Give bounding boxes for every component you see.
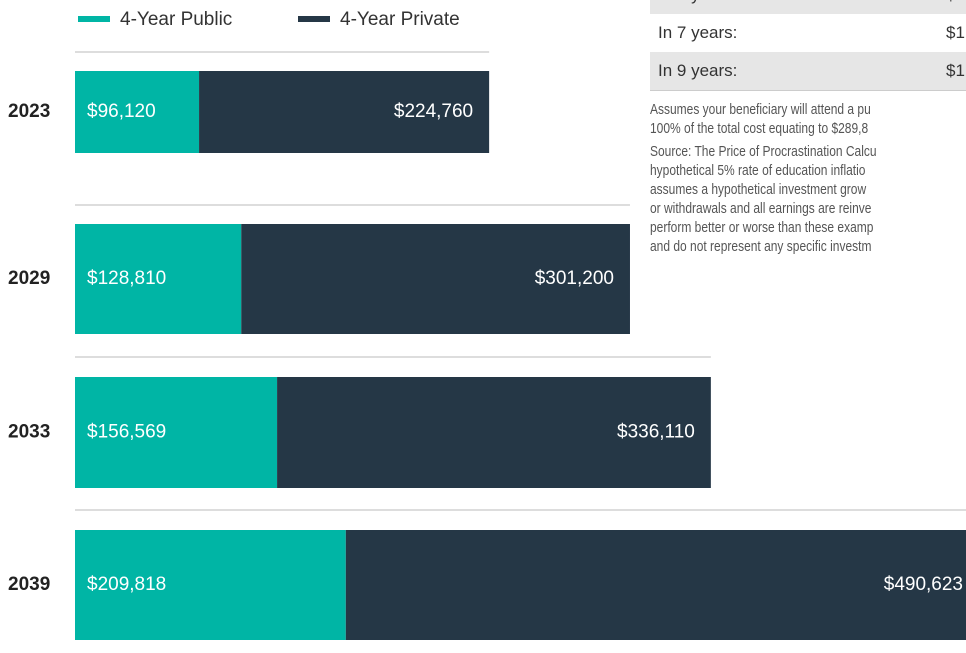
legend-label: 4-Year Public [120,9,232,30]
category-label: 2039 [8,574,50,595]
note-line: Assumes your beneficiary will attend a p… [650,101,871,118]
value-label: $336,110 [617,422,695,443]
value-label: $156,569 [87,422,166,443]
row-label: In 7 years: [658,23,738,42]
note-paragraph: Source: The Price of Procrastination Cal… [650,142,966,256]
bar-segment [345,530,966,640]
note-line: or withdrawals and all earnings are rein… [650,200,872,217]
row-value: $1 [946,23,965,42]
legend-swatch [78,16,110,22]
row-label: In 9 years: [658,61,738,80]
notes: Assumes your beneficiary will attend a p… [650,100,966,260]
note-paragraph: Assumes your beneficiary will attend a p… [650,100,966,138]
legend-swatch [298,16,330,22]
cost-panel: Assumes your beneficiary will attend a p… [650,0,966,300]
note-line: perform better or worse than these examp [650,219,874,236]
value-label: $128,810 [87,268,166,289]
bar-segment [199,71,490,153]
table-row: In 5 years: $9 [650,0,966,15]
row-value: $9 [946,0,965,5]
value-label: $209,818 [87,574,166,595]
category-label: 2029 [8,268,50,289]
value-label: $96,120 [87,101,156,122]
table-row: In 9 years: $1 [650,52,966,91]
category-label: 2033 [8,422,50,443]
bar-segment [75,71,200,153]
value-label: $224,760 [394,101,473,122]
note-line: Source: The Price of Procrastination Cal… [650,143,877,160]
value-label: $490,623 [884,574,963,595]
legend-label: 4-Year Private [340,9,460,30]
row-label: In 5 years: [658,0,737,5]
bar-segment [277,377,711,488]
bar-segment [75,224,242,334]
category-label: 2023 [8,101,50,122]
bar-segment [241,224,630,334]
bar-segment [75,377,278,488]
note-line: hypothetical 5% rate of education inflat… [650,162,866,179]
row-value: $1 [946,61,965,80]
value-label: $301,200 [535,268,614,289]
note-line: 100% of the total cost equating to $289,… [650,120,869,137]
note-line: assumes a hypothetical investment grow [650,181,867,198]
table-row: In 7 years: $1 [650,14,966,53]
bar-segment [75,530,346,640]
note-line: and do not represent any specific invest… [650,238,872,255]
